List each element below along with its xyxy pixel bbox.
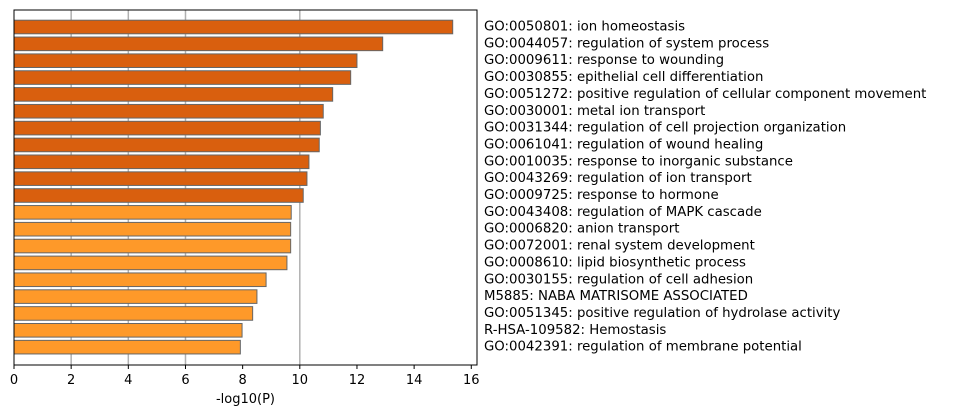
x-tick-label: 12	[349, 373, 366, 388]
category-label: GO:0009611: response to wounding	[484, 53, 724, 68]
category-label: GO:0010035: response to inorganic substa…	[484, 154, 793, 169]
bar	[13, 53, 358, 69]
x-tick-label: 2	[67, 373, 75, 388]
category-label: GO:0051272: positive regulation of cellu…	[484, 87, 926, 102]
bar	[13, 221, 292, 237]
category-label: GO:0051345: positive regulation of hydro…	[484, 306, 840, 321]
bar	[13, 323, 243, 338]
category-label: GO:0042391: regulation of membrane poten…	[484, 340, 802, 355]
category-label: GO:0044057: regulation of system process	[484, 36, 769, 51]
bar	[13, 70, 352, 85]
bars	[13, 19, 454, 355]
bar	[13, 171, 308, 186]
category-label: GO:0043269: regulation of ion transport	[484, 171, 752, 186]
category-label: GO:0043408: regulation of MAPK cascade	[484, 205, 762, 220]
x-tick-label: 16	[463, 373, 480, 388]
x-tick-label: 6	[181, 373, 189, 388]
bar	[13, 272, 267, 288]
bar	[13, 339, 241, 355]
x-tick-label: 14	[406, 373, 423, 388]
plot-frame	[13, 9, 478, 366]
category-label: GO:0030001: metal ion transport	[484, 104, 705, 119]
category-label: GO:0061041: regulation of wound healing	[484, 137, 763, 152]
category-label: GO:0072001: renal system development	[484, 239, 755, 254]
category-label: GO:0006820: anion transport	[484, 222, 679, 237]
bar	[13, 238, 292, 254]
category-label: GO:0008610: lipid biosynthetic process	[484, 255, 746, 270]
bar	[13, 205, 292, 220]
x-axis-ticks: 0 2 4 6 8 10 12 14 16	[10, 365, 480, 388]
category-label: GO:0050801: ion homeostasis	[484, 20, 685, 35]
x-tick-label: 10	[292, 373, 309, 388]
category-label: GO:0030155: regulation of cell adhesion	[484, 272, 753, 287]
bar	[13, 289, 258, 304]
category-label: R-HSA-109582: Hemostasis	[484, 323, 666, 338]
bar	[13, 188, 304, 203]
bar	[13, 36, 384, 52]
x-tick-label: 0	[10, 373, 18, 388]
bar	[13, 306, 254, 321]
x-tick-label: 4	[124, 373, 132, 388]
x-tick-label: 8	[239, 373, 247, 388]
category-label: GO:0030855: epithelial cell differentiat…	[484, 70, 763, 85]
bar	[13, 87, 334, 102]
bar	[13, 103, 324, 119]
bar	[13, 19, 454, 35]
bar	[13, 154, 310, 170]
category-label: GO:0009725: response to hormone	[484, 188, 719, 203]
bar	[13, 137, 320, 153]
category-label: GO:0031344: regulation of cell projectio…	[484, 121, 846, 136]
category-label: M5885: NABA MATRISOME ASSOCIATED	[484, 289, 748, 304]
grid-lines	[70, 10, 301, 365]
bar	[13, 120, 321, 136]
bar	[13, 255, 288, 271]
x-axis-label: -log10(P)	[216, 392, 275, 407]
